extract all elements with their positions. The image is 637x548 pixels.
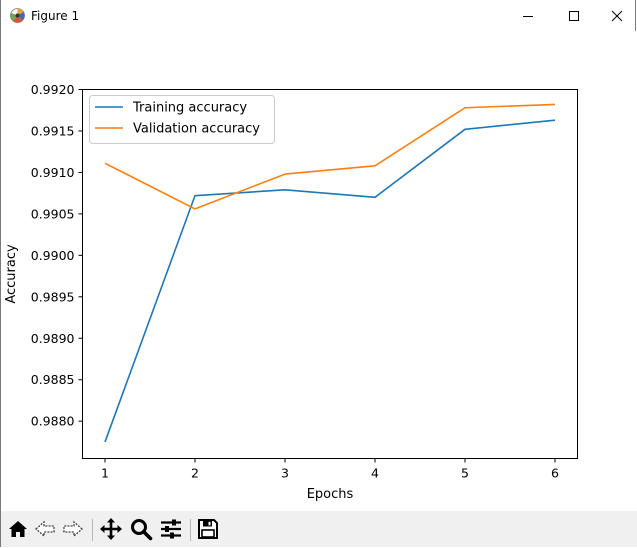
legend-label-validation: Validation accuracy (133, 122, 260, 137)
x-tick-label: 5 (461, 466, 469, 481)
y-tick-label: 0.9910 (31, 165, 75, 180)
configure-subplots-button[interactable] (158, 516, 184, 542)
close-button[interactable] (597, 0, 637, 31)
minimize-icon (523, 15, 533, 17)
x-tick-label: 4 (371, 466, 379, 481)
navigation-toolbar (1, 511, 637, 547)
sliders-icon (161, 519, 181, 539)
plot-area (82, 89, 578, 459)
home-icon (9, 521, 27, 537)
save-button[interactable] (195, 516, 221, 542)
legend: Training accuracy Validation accuracy (89, 95, 275, 144)
back-button[interactable] (32, 516, 58, 542)
pan-button[interactable] (98, 516, 124, 542)
toolbar-separator (190, 519, 191, 541)
validation-accuracy-line (104, 103, 556, 210)
zoom-magnifier-icon (131, 519, 153, 541)
y-axis-label: Accuracy (4, 244, 19, 304)
maximize-icon (569, 10, 579, 21)
y-tick-label: 0.9885 (31, 372, 75, 387)
forward-arrow-icon (63, 520, 83, 538)
toolbar-separator (92, 519, 93, 541)
save-disk-icon (198, 519, 218, 539)
minimize-button[interactable] (505, 0, 551, 31)
x-tick-label: 2 (191, 466, 199, 481)
x-tick-label: 1 (101, 466, 109, 481)
title-bar[interactable]: Figure 1 (1, 0, 635, 31)
series-lines (104, 103, 556, 443)
legend-label-training: Training accuracy (132, 101, 247, 116)
close-icon (611, 10, 623, 21)
x-tick-label: 3 (281, 466, 289, 481)
y-tick-label: 0.9880 (31, 414, 75, 429)
y-tick-label: 0.9915 (31, 123, 75, 138)
training-accuracy-line (104, 119, 556, 443)
y-tick-label: 0.9890 (31, 331, 75, 346)
back-arrow-icon (35, 520, 55, 538)
x-axis-ticks: 1 2 3 4 5 6 (101, 458, 559, 481)
y-tick-label: 0.9920 (31, 82, 75, 97)
y-tick-label: 0.9895 (31, 289, 75, 304)
pan-move-icon (100, 518, 122, 540)
legend-box (89, 95, 275, 144)
window-title: Figure 1 (31, 9, 80, 23)
x-axis-label: Epochs (307, 487, 354, 502)
y-axis-ticks: 0.9880 0.9885 0.9890 0.9895 0.9900 0.9905 0.99… (31, 82, 83, 429)
forward-button[interactable] (60, 516, 86, 542)
y-tick-label: 0.9900 (31, 248, 75, 263)
x-tick-label: 6 (551, 466, 559, 481)
zoom-button[interactable] (128, 516, 154, 542)
home-button[interactable] (5, 516, 31, 542)
y-tick-label: 0.9905 (31, 206, 75, 221)
matplotlib-app-icon (9, 7, 26, 24)
maximize-button[interactable] (551, 0, 597, 31)
